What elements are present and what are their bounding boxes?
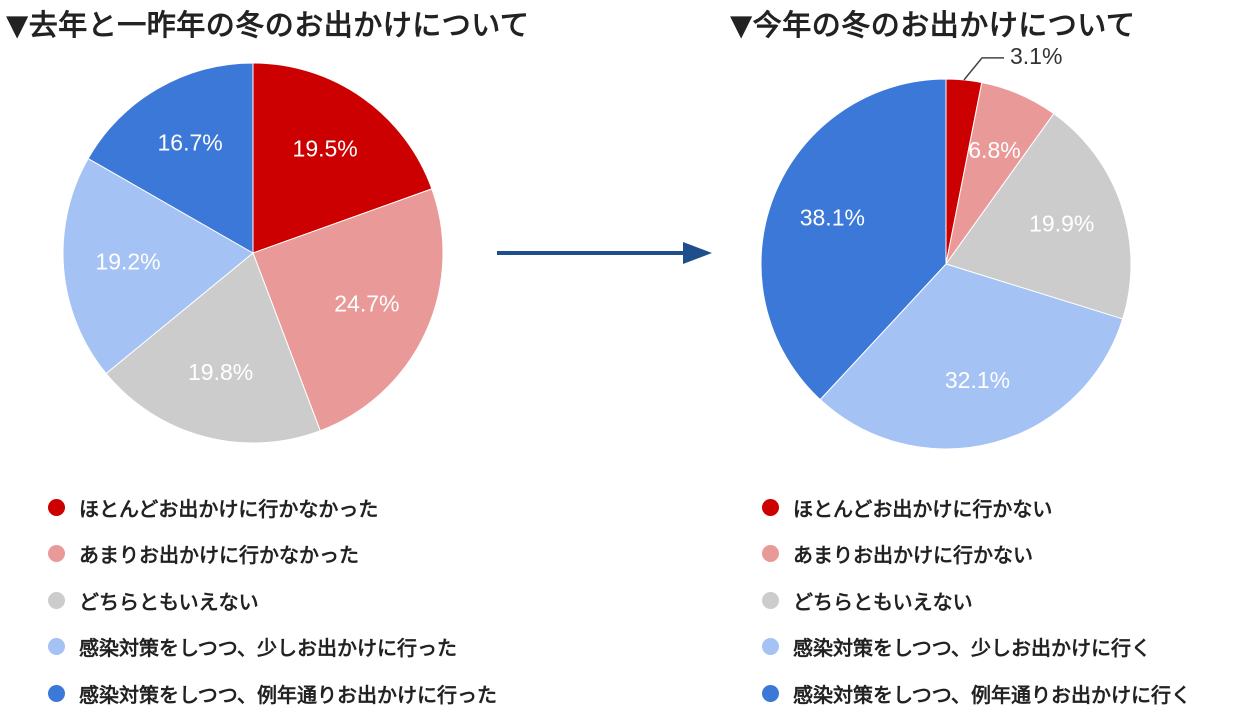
legend-swatch [762,545,779,563]
legend-item: 感染対策をしつつ、少しお出かけに行った [48,624,497,671]
pie-slice [252,188,444,432]
legend-item: 感染対策をしつつ、少しお出かけに行く [762,624,1191,671]
legend-label: ほとんどお出かけに行かなかった [79,496,379,521]
pie-slice [105,252,321,444]
legend-label: あまりお出かけに行かない [793,543,1033,568]
legend-swatch [48,545,65,563]
legend-item: あまりお出かけに行かなかった [48,531,497,578]
chart-title-previous: ▼去年と一昨年の冬のお出かけについて [6,8,530,42]
legend-item: どちらともいえない [48,577,497,624]
pie-slice [252,62,433,254]
legend-swatch [48,638,65,656]
legend-item: 感染対策をしつつ、例年通りお出かけに行った [48,670,497,717]
legend-current: ほとんどお出かけに行かない あまりお出かけに行かない どちらともいえない感染対策をし… [762,484,1191,717]
pie-slice [819,263,1124,450]
legend-label: ほとんどお出かけに行かない [793,496,1053,521]
slice-data-label: 6.8% [968,137,1020,163]
legend-item: ほとんどお出かけに行かない [762,484,1191,531]
pie-chart-previous: 19.5% 24.7% 19.8% 19.2% 16.7% [62,62,444,444]
callout-leader-line [963,57,1004,81]
slice-data-label: 3.1% [1010,43,1062,69]
legend-swatch [48,591,65,609]
pie-slice [62,157,254,375]
slice-data-label: 32.1% [945,367,1010,393]
legend-label: 感染対策をしつつ、少しお出かけに行った [79,636,457,661]
legend-item: どちらともいえない [762,577,1191,624]
legend-swatch [762,638,779,656]
slice-data-label: 19.5% [293,136,358,162]
legend-swatch [762,591,779,609]
legend-swatch [762,684,779,702]
arrow-right-icon [497,242,712,264]
pie-slice [87,62,254,254]
legend-item: 感染対策をしつつ、例年通りお出かけに行く [762,670,1191,717]
pie-slice [945,112,1132,320]
legend-label: どちらともいえない [79,589,259,614]
legend-swatch [48,498,65,516]
legend-swatch [762,498,779,516]
legend-label: あまりお出かけに行かなかった [79,543,359,568]
slice-data-label: 16.7% [158,130,223,156]
slice-data-label: 19.9% [1029,210,1094,236]
legend-label: 感染対策をしつつ、少しお出かけに行く [793,636,1151,661]
legend-previous: ほとんどお出かけに行かなかった あまりお出かけに行かなかった どちらともいえない感染… [48,484,497,717]
legend-item: あまりお出かけに行かない [762,531,1191,578]
slice-data-label: 24.7% [334,291,399,317]
legend-label: どちらともいえない [793,589,973,614]
legend-swatch [48,684,65,702]
chart-title-current: ▼今年の冬のお出かけについて [730,8,1136,42]
legend-item: ほとんどお出かけに行かなかった [48,484,497,531]
legend-label: 感染対策をしつつ、例年通りお出かけに行く [793,682,1191,707]
pie-slice [760,78,947,401]
slice-data-label: 19.8% [188,359,253,385]
slice-data-label: 38.1% [800,204,865,230]
pie-chart-current: 3.1% 6.8% 19.9% 32.1% 38.1% [760,43,1132,450]
legend-label: 感染対策をしつつ、例年通りお出かけに行った [79,682,497,707]
slice-data-label: 19.2% [95,249,160,275]
